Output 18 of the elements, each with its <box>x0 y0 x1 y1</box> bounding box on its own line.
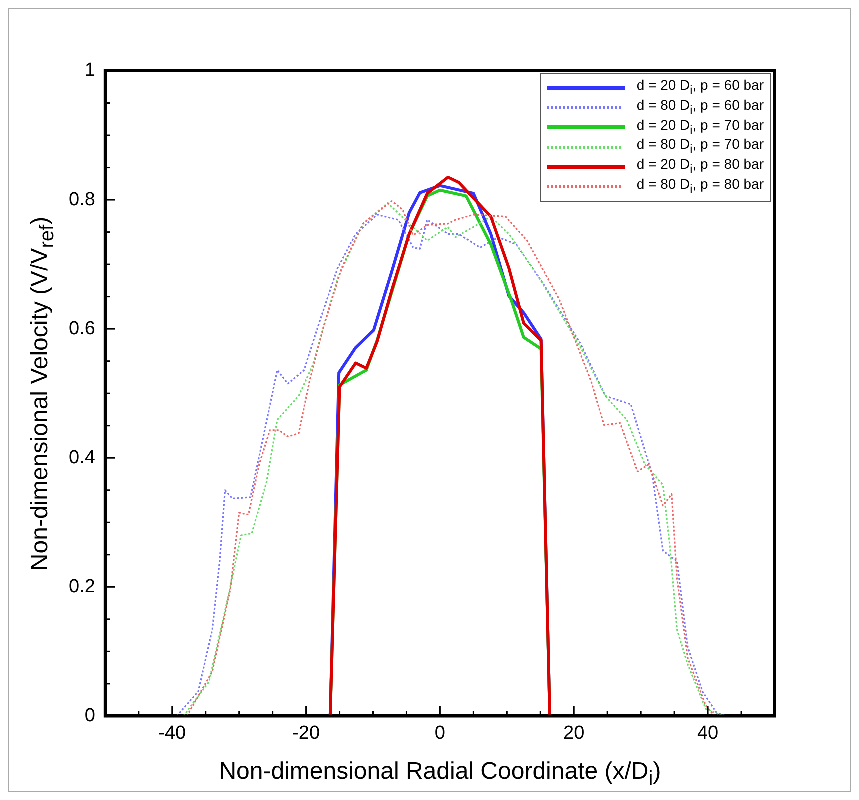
legend-label: d = 80 D$_{i}$, p = 70 bar <box>636 136 764 158</box>
x-tick-label: -20 <box>292 722 320 744</box>
x-axis-title: Non-dimensional Radial Coordinate (x/D$_{i}$) <box>219 758 662 791</box>
x-tick-label: -40 <box>158 722 186 744</box>
legend-label: d = 80 D$_{i}$, p = 80 bar <box>636 176 764 197</box>
x-tick-label: 0 <box>434 722 446 744</box>
x-tick-label: 40 <box>697 722 719 744</box>
legend-label: d = 20 D$_{i}$, p = 80 bar <box>636 156 764 177</box>
legend-label: d = 80 D$_{i}$, p = 60 bar <box>636 96 764 118</box>
y-tick-label: 0 <box>84 705 96 726</box>
y-tick-label: 0.4 <box>68 447 96 468</box>
y-tick-label: 1 <box>84 60 96 82</box>
x-tick-label: 20 <box>564 722 585 744</box>
legend-label: d = 20 D$_{i}$, p = 60 bar <box>636 77 764 98</box>
y-tick-label: 0.2 <box>68 576 96 598</box>
y-tick-label: 0.6 <box>68 318 96 340</box>
legend-label: d = 20 D$_{i}$, p = 70 bar <box>636 116 764 138</box>
y-tick-label: 0.8 <box>68 189 96 210</box>
